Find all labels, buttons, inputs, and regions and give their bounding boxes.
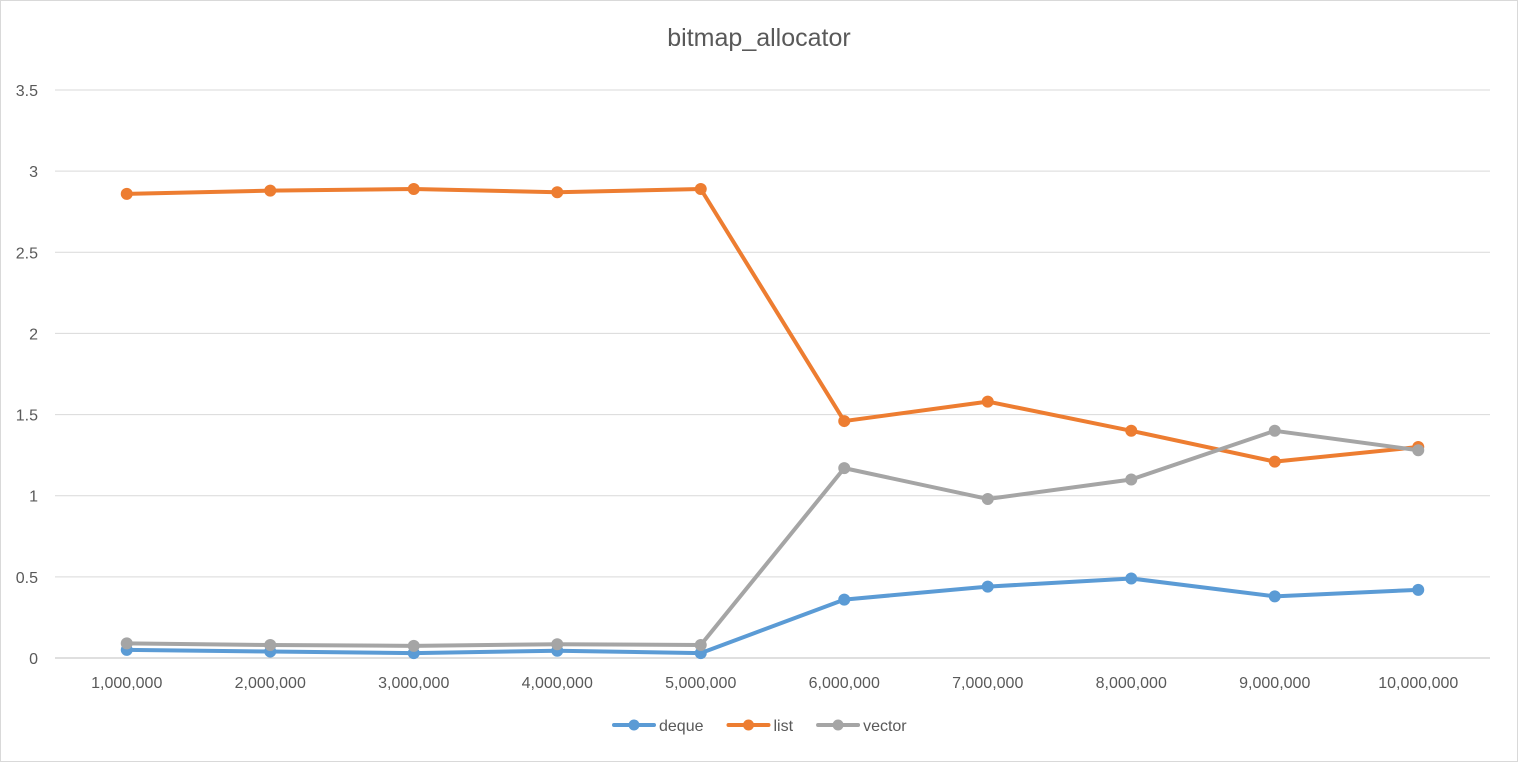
x-tick-label: 1,000,000: [91, 675, 162, 692]
data-point-list: [838, 415, 851, 428]
series-list: [120, 182, 1425, 468]
data-point-deque: [1412, 583, 1425, 596]
x-tick-label: 6,000,000: [809, 675, 880, 692]
legend-item-deque: deque: [612, 718, 704, 735]
data-point-vector: [981, 492, 994, 505]
series-line-vector: [124, 428, 1421, 648]
series-vector: [120, 424, 1425, 652]
x-tick-label: 3,000,000: [378, 675, 449, 692]
legend-label: list: [774, 718, 794, 735]
legend-label: vector: [863, 718, 907, 735]
y-tick-label: 2: [29, 326, 38, 343]
data-point-deque: [838, 593, 851, 606]
x-tick-label: 2,000,000: [235, 675, 306, 692]
y-tick-label: 0: [29, 651, 38, 668]
data-point-vector: [120, 637, 133, 650]
series-line-deque: [124, 576, 1421, 656]
data-point-list: [1268, 455, 1281, 468]
x-tick-label: 7,000,000: [952, 675, 1023, 692]
y-tick-label: 3: [29, 164, 38, 181]
data-point-vector: [694, 639, 707, 652]
legend-swatch-marker: [628, 719, 640, 731]
data-point-list: [264, 184, 277, 197]
x-tick-label: 8,000,000: [1096, 675, 1167, 692]
data-point-list: [1125, 424, 1138, 437]
data-point-deque: [981, 580, 994, 593]
x-tick-label: 5,000,000: [665, 675, 736, 692]
x-tick-label: 4,000,000: [522, 675, 593, 692]
gridlines: [55, 89, 1490, 659]
series-group: [120, 182, 1425, 660]
y-axis-ticks: 0 0.5 1 1.5 2 2.5 3 3.5: [16, 83, 38, 668]
y-tick-label: 2.5: [16, 245, 38, 262]
x-tick-label: 10,000,000: [1378, 675, 1458, 692]
data-point-list: [120, 187, 133, 200]
x-axis-ticks: 1,000,000 2,000,000 3,000,000 4,000,000 5,00…: [91, 675, 1458, 692]
data-point-vector: [551, 638, 564, 651]
data-point-vector: [838, 462, 851, 475]
legend-item-vector: vector: [816, 718, 907, 735]
data-point-list: [694, 182, 707, 195]
data-point-list: [981, 395, 994, 408]
y-tick-label: 1: [29, 489, 38, 506]
data-point-vector: [1412, 444, 1425, 457]
data-point-vector: [407, 639, 420, 652]
data-point-deque: [1268, 590, 1281, 603]
series-line-list: [124, 186, 1421, 464]
y-tick-label: 0.5: [16, 570, 38, 587]
data-point-vector: [1125, 473, 1138, 486]
data-point-list: [407, 182, 420, 195]
y-tick-label: 3.5: [16, 83, 38, 100]
chart-title: bitmap_allocator: [667, 24, 851, 52]
data-point-vector: [1268, 424, 1281, 437]
legend-label: deque: [659, 718, 704, 735]
legend-swatch-marker: [832, 719, 844, 731]
x-tick-label: 9,000,000: [1239, 675, 1310, 692]
data-point-vector: [264, 639, 277, 652]
legend-item-list: list: [726, 718, 794, 735]
legend-swatch-marker: [743, 719, 754, 731]
y-tick-label: 1.5: [16, 408, 38, 425]
data-point-deque: [1125, 572, 1138, 585]
legend: deque list vector: [612, 718, 907, 735]
data-point-list: [551, 186, 564, 199]
